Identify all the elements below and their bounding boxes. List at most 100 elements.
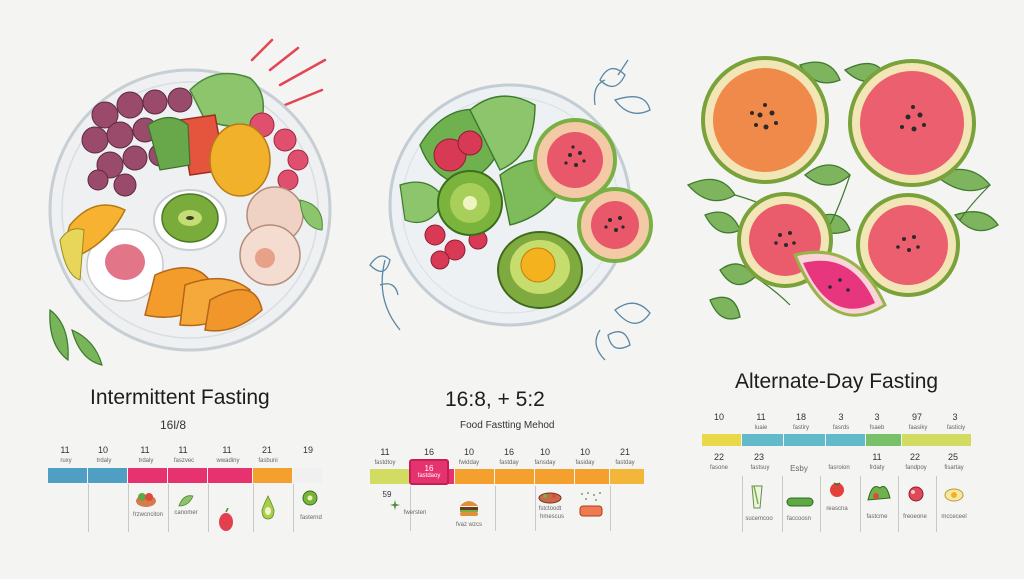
tick-label: fasone bbox=[709, 465, 728, 471]
tick-number: 21 bbox=[261, 445, 272, 455]
tick-label: faasiky bbox=[908, 425, 928, 431]
tick-number: 97 bbox=[911, 412, 922, 422]
fasting-window-block: 16 fastdaoy bbox=[409, 459, 449, 485]
divider-line bbox=[936, 476, 937, 532]
tick-number: 10 bbox=[539, 447, 550, 457]
food-plate-illustration bbox=[48, 38, 332, 366]
bar-segment bbox=[293, 468, 323, 483]
tick-number: 11 bbox=[872, 452, 882, 462]
divider-line bbox=[495, 486, 496, 531]
tick-number: 10 bbox=[579, 447, 590, 457]
tick-label: ruxy bbox=[60, 458, 72, 464]
tick-number: 3 bbox=[874, 412, 880, 422]
tick-label: faszvec bbox=[173, 458, 195, 464]
panel-16-8-5-2: 16:8, + 5:2 Food Fastting Mehod 11 16 10… bbox=[340, 0, 680, 579]
tick-number: 22 bbox=[713, 452, 724, 462]
side-tick: 59 bbox=[382, 490, 392, 499]
salad-bowl-illustration bbox=[369, 59, 653, 361]
glass-icon bbox=[751, 485, 763, 509]
bar-segment bbox=[168, 468, 208, 483]
bar-segment bbox=[610, 469, 645, 484]
block-number: 16 bbox=[424, 464, 434, 473]
egg-icon bbox=[944, 488, 964, 502]
icon-label: canomer bbox=[174, 510, 198, 516]
tick-label: fisartay bbox=[944, 465, 964, 471]
divider-line bbox=[782, 476, 783, 532]
panel-subtitle: 16l/8 bbox=[160, 418, 187, 432]
tick-number: 11 bbox=[380, 447, 390, 457]
block-label: fastdaoy bbox=[417, 473, 441, 479]
panel-intermittent-fasting: Intermittent Fasting 16l/8 11 10 11 11 1… bbox=[0, 0, 340, 579]
tick-number: 22 bbox=[909, 452, 920, 462]
icon-label: fastcme bbox=[866, 514, 888, 520]
berries-icon bbox=[908, 486, 924, 502]
divider-line bbox=[128, 484, 129, 532]
tick-label: fandpoy bbox=[905, 465, 927, 471]
bar-segment bbox=[370, 469, 410, 484]
tick-label: fastdtoy bbox=[374, 460, 396, 466]
divider-line bbox=[610, 486, 611, 531]
tick-number: 16 bbox=[503, 447, 514, 457]
fasting-timeline-bar bbox=[48, 468, 323, 483]
bar-segment bbox=[902, 434, 972, 446]
tick-label: fasbuni bbox=[258, 458, 278, 464]
tick-number: 11 bbox=[60, 445, 70, 455]
bar-segment bbox=[455, 469, 495, 484]
icon-label: mcceceel bbox=[941, 514, 967, 520]
divider-line bbox=[898, 476, 899, 532]
tick-label: wwadiny bbox=[216, 458, 240, 464]
tomato-icon bbox=[830, 482, 844, 497]
bar-segment bbox=[575, 469, 610, 484]
salmon-icon bbox=[579, 492, 603, 517]
tick-number: 3 bbox=[838, 412, 844, 422]
tick-label: fastiry bbox=[792, 425, 809, 431]
tick-label: frdaty bbox=[869, 465, 885, 471]
cucumber-icon bbox=[786, 497, 814, 507]
tick-number: 21 bbox=[619, 447, 630, 457]
tick-number: 10 bbox=[713, 412, 724, 422]
tick-label: fwidday bbox=[458, 460, 480, 466]
pear-icon bbox=[261, 495, 275, 520]
bar-segment bbox=[866, 434, 902, 446]
divider-line bbox=[208, 484, 209, 532]
tick-label: trdaly bbox=[96, 458, 112, 464]
divider-line bbox=[860, 476, 861, 532]
icon-label: fwersten bbox=[403, 510, 427, 516]
icon-label: frzwcnciton bbox=[132, 512, 163, 518]
panel-title: 16:8, + 5:2 bbox=[445, 388, 545, 411]
tick-label: fasrds bbox=[832, 425, 850, 431]
tick-number: 11 bbox=[178, 445, 188, 455]
icon-label: fstctoodt bbox=[538, 506, 562, 512]
leafy-greens-icon bbox=[178, 495, 194, 507]
tick-label: fasiday bbox=[575, 460, 595, 466]
icon-label: hmescus bbox=[539, 514, 564, 520]
tick-number: 23 bbox=[753, 452, 764, 462]
icon-label: fasternd bbox=[300, 515, 322, 521]
panel-title: Alternate-Day Fasting bbox=[735, 370, 939, 393]
apple-icon bbox=[219, 508, 233, 531]
tick-number: 18 bbox=[795, 412, 806, 422]
panel-subtitle: Food Fastting Mehod bbox=[460, 420, 555, 431]
tick-number: 10 bbox=[463, 447, 474, 457]
sparkle-icon bbox=[390, 500, 400, 510]
bar-segment bbox=[702, 434, 742, 446]
tick-label: fasroion bbox=[828, 465, 850, 471]
fasting-timeline-bar bbox=[702, 434, 972, 446]
divider-line bbox=[168, 484, 169, 532]
greens-icon bbox=[867, 485, 891, 501]
bar-segment bbox=[48, 468, 88, 483]
tick-label: fastday bbox=[499, 460, 519, 466]
divider-line bbox=[820, 476, 821, 532]
divider-line bbox=[535, 486, 536, 531]
icon-label: sucemcoo bbox=[745, 516, 773, 522]
steak-icon bbox=[538, 492, 562, 504]
tick-label: fastday bbox=[615, 460, 635, 466]
tick-number: 11 bbox=[756, 412, 766, 422]
bar-segment bbox=[742, 434, 784, 446]
kiwi-icon bbox=[302, 490, 318, 506]
divider-line bbox=[293, 484, 294, 532]
divider-line bbox=[88, 484, 89, 532]
panel-alternate-day-fasting: Alternate-Day Fasting 10 11 18 3 3 97 3 … bbox=[680, 0, 1024, 579]
bar-segment bbox=[88, 468, 128, 483]
tick-number: 19 bbox=[302, 445, 313, 455]
